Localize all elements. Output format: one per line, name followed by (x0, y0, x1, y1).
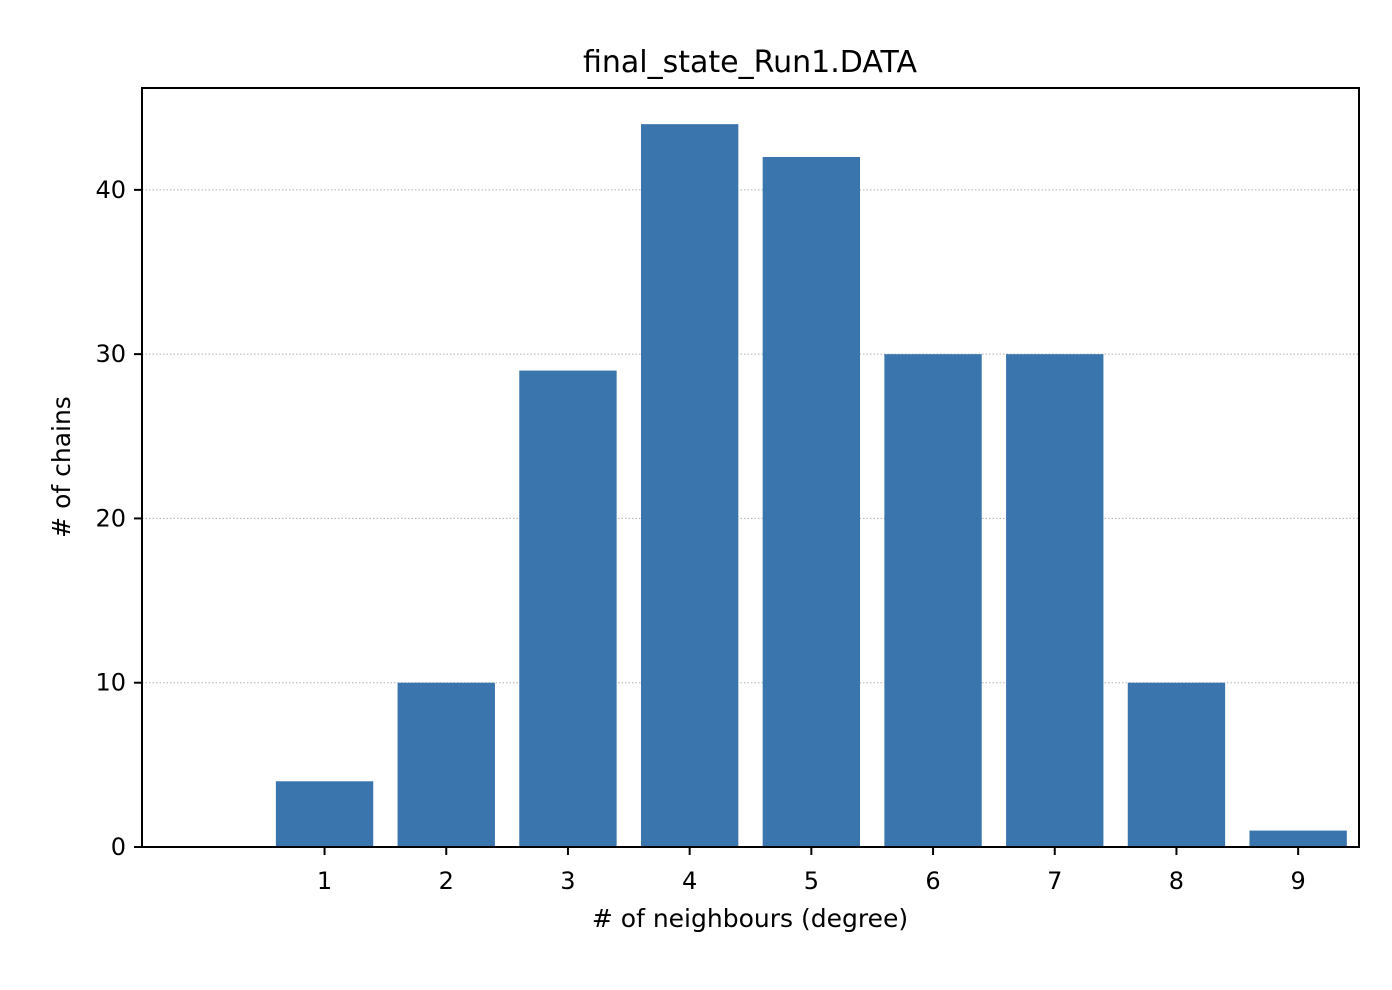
bar-1 (275, 781, 374, 847)
chart-title: final_state_Run1.DATA (583, 45, 918, 80)
bar-6 (884, 354, 982, 847)
y-tick-label-40: 40 (95, 176, 126, 204)
x-tick-label-6: 6 (925, 867, 940, 895)
bar-9 (1249, 830, 1347, 847)
y-axis-label: # of chains (47, 396, 76, 538)
x-tick-label-2: 2 (439, 867, 454, 895)
x-tick-label-4: 4 (682, 867, 697, 895)
x-tick-label-1: 1 (317, 867, 332, 895)
y-tick-label-20: 20 (95, 504, 126, 532)
bar-7 (1006, 354, 1104, 847)
x-tick-label-5: 5 (804, 867, 819, 895)
x-axis-label: # of neighbours (degree) (592, 904, 908, 933)
plot-frame (141, 87, 1360, 848)
y-tick-label-10: 10 (95, 669, 126, 697)
x-tick-label-9: 9 (1291, 867, 1306, 895)
x-tick-label-8: 8 (1169, 867, 1184, 895)
bar-4 (640, 124, 739, 847)
y-tick-label-0: 0 (111, 833, 126, 861)
x-axis-ticks: 1 2 3 4 5 6 7 8 9 (317, 847, 1306, 895)
x-tick-label-7: 7 (1047, 867, 1062, 895)
y-axis-ticks: 0 10 20 30 40 (95, 176, 142, 861)
bar-8 (1127, 682, 1226, 847)
bar-5 (762, 157, 861, 847)
x-tick-label-3: 3 (560, 867, 575, 895)
gridlines (142, 189, 1359, 684)
y-tick-label-30: 30 (95, 340, 126, 368)
bar-2 (397, 682, 495, 847)
bars (275, 124, 1347, 847)
bar-3 (519, 370, 617, 847)
